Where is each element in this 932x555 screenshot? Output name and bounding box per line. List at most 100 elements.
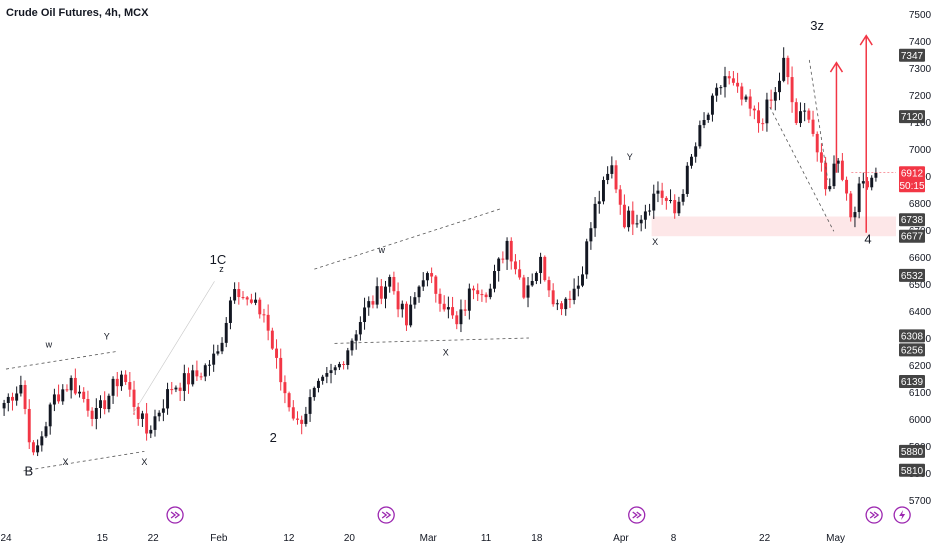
x-tick-label: 15	[97, 533, 109, 544]
candle-body	[392, 276, 396, 292]
candle-body	[220, 342, 224, 352]
y-tick-label: 6400	[909, 307, 932, 318]
candle-body	[228, 300, 232, 323]
candle-body	[513, 261, 517, 270]
y-tick-label: 6600	[909, 253, 932, 264]
x-tick-label: 24	[0, 533, 12, 544]
candle-body	[187, 373, 190, 385]
candle-body	[413, 297, 417, 305]
candle-body	[136, 406, 140, 419]
candle-body	[463, 309, 467, 311]
price-badge-label: 5810	[901, 466, 924, 477]
price-badge-label: 6912	[901, 168, 924, 179]
candle-body	[576, 285, 580, 289]
x-tick-label: 22	[759, 533, 771, 544]
candle-body	[48, 404, 52, 427]
price-badge	[899, 444, 925, 458]
candle-body	[648, 210, 652, 212]
wave-connector	[132, 281, 215, 414]
forward-glyph	[381, 511, 392, 519]
candle-body	[6, 396, 10, 403]
candle-body	[786, 57, 790, 78]
candle-body	[178, 387, 182, 391]
x-tick-label: 8	[671, 533, 677, 544]
candle-body	[140, 413, 144, 419]
candle-body	[107, 395, 111, 410]
candle-body	[346, 350, 350, 365]
candle-body	[547, 280, 551, 291]
candle-body	[19, 384, 23, 394]
candle-body	[11, 396, 14, 401]
candle-body	[698, 125, 702, 147]
candle-body	[585, 241, 589, 275]
candle-body	[425, 273, 429, 281]
price-badge-label: 6308	[901, 331, 924, 342]
candle-body	[530, 280, 534, 286]
target-arrowhead	[859, 34, 873, 46]
candle-body	[828, 186, 832, 190]
trend-line	[334, 337, 529, 344]
candle-body	[484, 294, 488, 298]
candle-body	[182, 373, 186, 391]
candle-body	[157, 412, 161, 417]
candle-body	[99, 400, 102, 409]
y-tick-label: 7200	[909, 91, 932, 102]
candle-body	[296, 418, 299, 420]
candle-body	[270, 330, 274, 349]
candle-body	[31, 442, 35, 453]
candle-body	[555, 303, 559, 305]
y-tick-label: 6800	[909, 199, 932, 210]
candle-body	[279, 357, 283, 383]
candle-body	[446, 307, 450, 310]
candle-body	[111, 378, 115, 396]
candle-body	[254, 299, 258, 303]
y-tick-label: 6000	[909, 415, 932, 426]
candle-body	[706, 114, 710, 120]
candle-body	[652, 193, 656, 211]
candle-body	[849, 193, 853, 218]
candle-body	[86, 398, 90, 411]
candle-body	[627, 210, 631, 228]
candle-body	[145, 413, 149, 434]
wave-label: 4	[864, 232, 871, 247]
candle-body	[807, 110, 811, 120]
candle-body	[857, 183, 861, 213]
candle-body	[388, 276, 392, 287]
price-badge	[899, 374, 925, 388]
candle-body	[363, 307, 367, 323]
candle-body	[702, 119, 706, 126]
candle-body	[677, 201, 681, 214]
candle-body	[417, 286, 421, 298]
candle-body	[811, 119, 815, 134]
candle-body	[715, 87, 719, 96]
candle-body	[593, 203, 597, 229]
wave-label: B	[24, 464, 33, 479]
candle-body	[581, 274, 584, 286]
x-tick-label: 20	[344, 533, 356, 544]
candle-body	[333, 367, 337, 371]
candle-body	[861, 181, 865, 184]
candle-body	[568, 298, 572, 301]
candle-body	[237, 289, 241, 298]
price-badge	[899, 48, 925, 62]
y-tick-label: 7000	[909, 145, 932, 156]
y-tick-label: 7100	[909, 118, 932, 129]
candle-body	[778, 80, 781, 93]
candle-body	[493, 270, 496, 289]
candle-body	[673, 200, 677, 214]
candle-body	[710, 95, 714, 115]
candle-body	[57, 394, 61, 402]
trend-line	[808, 59, 829, 180]
candle-body	[798, 111, 802, 124]
candle-body	[601, 180, 605, 202]
price-badge	[899, 166, 925, 193]
candle-body	[15, 393, 19, 401]
candle-body	[853, 212, 857, 218]
candle-body	[36, 445, 40, 453]
trend-line	[314, 208, 502, 270]
candle-body	[405, 303, 408, 326]
candle-body	[803, 110, 807, 112]
candle-body	[300, 419, 304, 424]
